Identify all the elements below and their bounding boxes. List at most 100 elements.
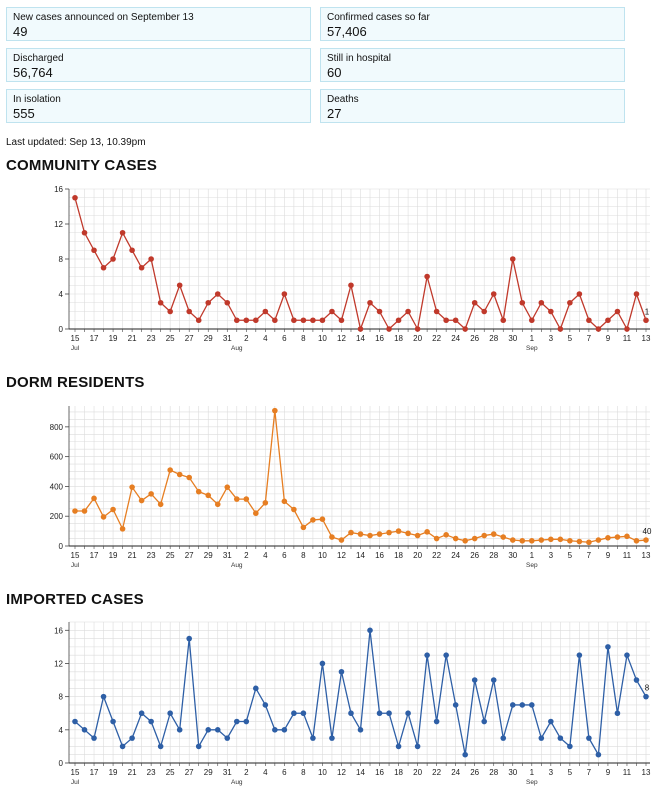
data-point <box>481 308 488 315</box>
data-point <box>262 702 269 708</box>
y-tick-label: 8 <box>59 693 64 702</box>
x-tick-label: 14 <box>356 768 365 777</box>
x-tick-label: 17 <box>90 551 99 560</box>
data-point <box>624 652 630 658</box>
data-point <box>538 735 545 741</box>
grid <box>69 621 650 764</box>
y-tick-label: 4 <box>59 726 64 735</box>
month-label: Jul <box>71 779 80 786</box>
x-tick-label: 17 <box>90 334 99 343</box>
chart-imported: 0 4 8 12 16 15 17 19 21 23 25 27 29 31 2 4 6 8 10 12 14 16 18 2… <box>0 614 670 800</box>
data-point <box>91 735 97 741</box>
data-point <box>414 743 421 750</box>
data-point <box>538 299 545 306</box>
data-point <box>186 308 192 315</box>
month-label: Aug <box>231 345 243 352</box>
x-tick-label: 13 <box>642 768 651 777</box>
y-tick-label: 0 <box>59 325 64 334</box>
data-point <box>576 291 583 297</box>
x-tick-label: 13 <box>642 334 651 343</box>
x-tick-label: 18 <box>394 334 403 343</box>
data-point <box>452 702 459 708</box>
stat-discharged: Discharged 56,764 <box>6 48 311 82</box>
data-point <box>605 317 611 324</box>
x-tick-label: 29 <box>204 551 213 560</box>
data-point <box>395 317 402 324</box>
x-tick-label: 23 <box>147 334 156 343</box>
stat-label: Deaths <box>327 94 359 105</box>
data-point <box>243 496 250 502</box>
data-point <box>148 718 154 725</box>
x-tick-label: 21 <box>128 551 137 560</box>
x-tick-label: 20 <box>413 551 422 560</box>
stat-in-hospital: Still in hospital 60 <box>320 48 625 82</box>
x-tick-label: 6 <box>282 768 287 777</box>
data-point <box>138 264 145 271</box>
data-point <box>100 264 107 271</box>
x-tick-label: 28 <box>489 551 498 560</box>
stat-new-cases: New cases announced on September 13 49 <box>6 7 311 41</box>
y-tick-label: 12 <box>54 659 63 668</box>
data-point <box>586 539 592 546</box>
data-point <box>386 326 392 332</box>
x-tick-label: 10 <box>318 768 327 777</box>
stat-value: 555 <box>13 106 35 121</box>
data-point <box>357 326 364 332</box>
data-point <box>262 500 269 506</box>
x-tick-label: 7 <box>587 334 592 343</box>
stat-value: 56,764 <box>13 65 53 80</box>
x-tick-label: 6 <box>282 551 287 560</box>
data-point <box>462 326 468 332</box>
stat-in-isolation: In isolation 555 <box>6 89 311 123</box>
data-point <box>272 407 278 414</box>
data-point <box>310 317 316 324</box>
x-tick-label: 9 <box>606 334 611 343</box>
x-tick-label: 21 <box>128 334 137 343</box>
data-point <box>367 627 373 634</box>
x-tick-label: 10 <box>318 334 327 343</box>
data-point <box>376 531 383 537</box>
x-tick-label: 5 <box>568 551 573 560</box>
x-tick-label: 5 <box>568 768 573 777</box>
x-tick-label: 11 <box>623 551 632 560</box>
grid <box>69 188 650 330</box>
x-tick-label: 12 <box>337 551 346 560</box>
x-tick-label: 25 <box>166 768 175 777</box>
y-tick-label: 0 <box>59 542 64 551</box>
stat-label: In isolation <box>13 94 61 105</box>
x-tick-label: 31 <box>223 334 232 343</box>
data-point <box>148 256 154 262</box>
stat-label: New cases announced on September 13 <box>13 12 194 23</box>
data-point <box>205 299 212 306</box>
data-point <box>195 743 202 750</box>
x-tick-label: 7 <box>587 551 592 560</box>
data-point <box>633 291 640 297</box>
data-point <box>405 710 411 717</box>
y-tick-label: 400 <box>50 482 64 491</box>
data-point <box>490 677 497 683</box>
data-point <box>176 282 183 289</box>
data-point <box>500 735 507 741</box>
data-point <box>490 291 497 297</box>
data-point <box>548 308 554 315</box>
data-point <box>214 727 221 733</box>
data-point <box>195 317 202 324</box>
x-tick-label: 30 <box>508 768 517 777</box>
data-point <box>348 529 354 536</box>
chart-dorm: 0 200 400 600 800 15 17 19 21 23 25 27 29 31 2 4 6 8 10 12 1… <box>0 397 670 573</box>
y-tick-label: 200 <box>50 512 64 521</box>
data-point <box>148 491 154 497</box>
x-tick-label: 28 <box>489 334 498 343</box>
x-tick-label: 20 <box>413 334 422 343</box>
data-point <box>338 668 345 675</box>
data-point <box>595 326 602 332</box>
data-point <box>357 531 364 537</box>
data-point <box>72 508 78 514</box>
data-point <box>395 743 402 750</box>
data-point <box>414 532 421 539</box>
data-point <box>367 299 373 306</box>
x-tick-label: 29 <box>204 768 213 777</box>
data-point <box>129 484 135 490</box>
data-point <box>100 693 107 700</box>
data-point <box>538 537 545 543</box>
